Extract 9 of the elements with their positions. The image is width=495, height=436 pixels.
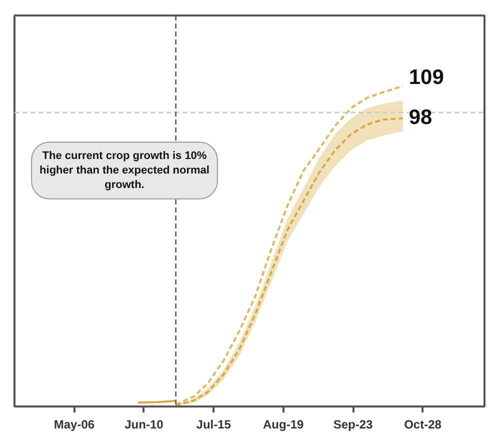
x-tick-label: Oct-28	[404, 418, 442, 432]
x-tick-label: Jul-15	[196, 418, 232, 432]
annotation: The current crop growth is 10% higher than the expected normal growth.	[40, 150, 210, 191]
x-tick-label: May-06	[54, 418, 95, 432]
x-tick-label: Sep-23	[333, 418, 374, 432]
data-label: 109	[408, 66, 444, 90]
x-tick-label: Aug-19	[263, 418, 304, 432]
x-tick-label: Jun-10	[124, 418, 164, 432]
data-label: 98	[408, 106, 433, 129]
